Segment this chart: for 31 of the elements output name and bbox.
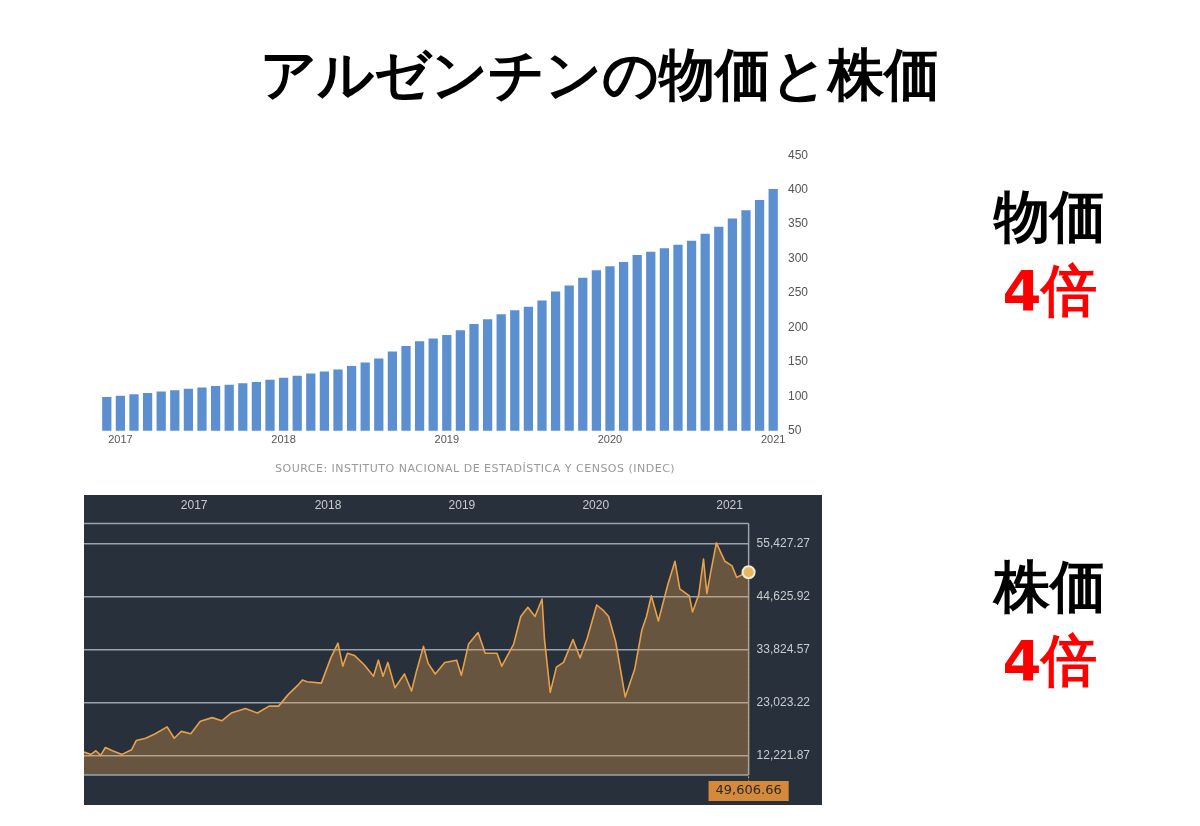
y-tick-label: 150 bbox=[787, 354, 809, 369]
y-tick-label: 100 bbox=[787, 388, 809, 403]
chart-title: アルゼンチンの物価と株価 bbox=[259, 41, 941, 109]
x-tick-label: 2020 bbox=[582, 497, 610, 512]
x-tick-label: 2017 bbox=[108, 433, 133, 446]
x-tick-label: 2019 bbox=[448, 497, 476, 512]
y-tick-label: 33,824.57 bbox=[756, 641, 811, 656]
y-tick-label: 300 bbox=[787, 250, 809, 265]
y-tick-label: 350 bbox=[787, 216, 809, 231]
y-tick-label: 450 bbox=[787, 147, 809, 162]
text: 49,606.66 bbox=[715, 782, 782, 798]
source-note: SOURCE: INSTITUTO NACIONAL DE ESTADÍSTICA Y CENSOS (INDEC) bbox=[275, 462, 676, 475]
x-tick-label: 2018 bbox=[271, 433, 296, 446]
y-tick-label: 23,023.22 bbox=[756, 694, 811, 709]
text: 株価 bbox=[991, 554, 1107, 620]
y-tick-label: 400 bbox=[787, 181, 809, 196]
y-tick-label: 200 bbox=[787, 319, 809, 334]
y-tick-label: 50 bbox=[787, 423, 802, 438]
text: 物価 bbox=[992, 184, 1107, 250]
y-tick-label: 55,427.27 bbox=[756, 536, 811, 551]
text: 4倍 bbox=[1001, 258, 1099, 324]
x-tick-label: 2021 bbox=[760, 433, 786, 446]
y-tick-label: 44,625.92 bbox=[756, 589, 811, 604]
y-tick-label: 12,221.87 bbox=[756, 747, 811, 762]
x-tick-label: 2020 bbox=[597, 433, 623, 446]
x-tick-label: 2019 bbox=[434, 433, 460, 446]
y-tick-label: 250 bbox=[787, 285, 809, 300]
x-tick-label: 2017 bbox=[180, 497, 208, 512]
text: 4倍 bbox=[1001, 628, 1099, 694]
x-tick-label: 2021 bbox=[716, 497, 744, 512]
x-tick-label: 2018 bbox=[314, 497, 342, 512]
